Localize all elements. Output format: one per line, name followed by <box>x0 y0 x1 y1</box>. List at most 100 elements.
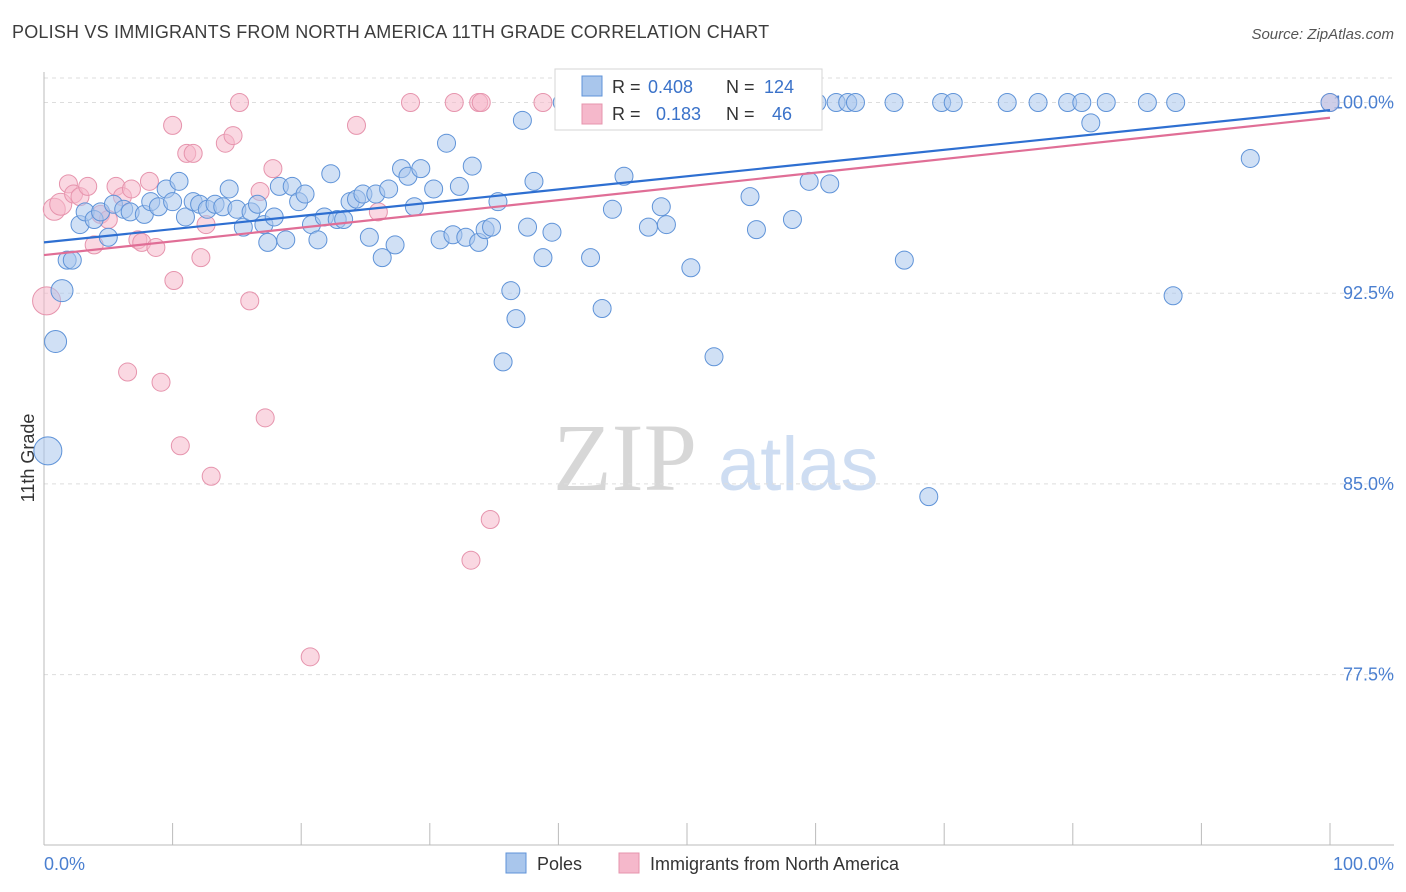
legend: Poles Immigrants from North America <box>505 852 900 874</box>
imm-point-21 <box>170 436 190 456</box>
x-tick-labels: 0.0% 100.0% <box>44 854 1394 874</box>
poles-point-39 <box>308 230 328 250</box>
poles-point-62 <box>462 156 482 176</box>
poles-point-99 <box>845 93 865 113</box>
poles-point-41 <box>321 164 341 184</box>
stats-poles-n-label: N = <box>726 77 755 97</box>
stats-poles-n-value: 124 <box>764 77 794 97</box>
poles-point-34 <box>276 230 296 250</box>
imm-point-32 <box>255 408 275 428</box>
poles-point-69 <box>506 309 526 329</box>
poles-point-17 <box>163 192 183 212</box>
poles-point-56 <box>424 179 444 199</box>
poles-point-29 <box>247 194 267 214</box>
stats-poles-r-value: 0.408 <box>648 77 693 97</box>
poles-point-1 <box>44 330 68 354</box>
imm-point-38 <box>444 93 464 113</box>
imm-point-39 <box>461 550 481 570</box>
poles-point-92 <box>782 209 802 229</box>
poles-point-25 <box>219 179 239 199</box>
imm-point-42 <box>480 510 500 530</box>
imm-point-17 <box>146 237 166 257</box>
poles-point-79 <box>592 298 612 318</box>
imm-point-24 <box>191 248 211 268</box>
y-tick-label-0: 100.0% <box>1333 93 1394 113</box>
poles-point-113 <box>1166 93 1186 113</box>
poles-point-101 <box>894 250 914 270</box>
legend-imm-label: Immigrants from North America <box>650 854 900 874</box>
poles-point-72 <box>524 171 544 191</box>
poles-point-82 <box>638 217 658 237</box>
imm-point-19 <box>163 115 183 135</box>
source-credit: Source: ZipAtlas.com <box>1251 26 1394 43</box>
legend-imm-swatch <box>618 852 640 874</box>
imm-point-43 <box>533 93 553 113</box>
stats-poles-swatch <box>581 75 603 97</box>
stats-imm-n-value: 46 <box>772 104 792 124</box>
legend-item-poles[interactable]: Poles <box>505 852 582 874</box>
imm-point-12 <box>118 362 138 382</box>
poles-point-58 <box>437 133 457 153</box>
poles-point-100 <box>884 93 904 113</box>
poles-point-4 <box>62 250 82 270</box>
imm-point-33 <box>263 159 283 179</box>
x-tick-label-1: 100.0% <box>1333 854 1394 874</box>
poles-point-47 <box>359 227 379 247</box>
series-immigrants-points <box>32 93 1340 667</box>
poles-point-18 <box>169 171 189 191</box>
poles-point-114 <box>1240 148 1260 168</box>
poles-point-54 <box>404 197 424 217</box>
poles-point-71 <box>518 217 538 237</box>
poles-point-112 <box>1163 286 1183 306</box>
imm-point-34 <box>300 647 320 667</box>
poles-point-86 <box>681 258 701 278</box>
imm-point-16 <box>139 171 159 191</box>
poles-point-0 <box>33 436 63 466</box>
poles-point-70 <box>512 110 532 130</box>
imm-point-23 <box>183 143 203 163</box>
watermark-zip: ZIP <box>553 404 697 511</box>
imm-point-35 <box>346 115 366 135</box>
y-tick-label-1: 92.5% <box>1343 283 1394 303</box>
poles-point-80 <box>602 199 622 219</box>
poles-point-51 <box>385 235 405 255</box>
imm-point-29 <box>229 93 249 113</box>
poles-point-106 <box>1028 93 1048 113</box>
poles-point-67 <box>493 352 513 372</box>
stats-poles-r-label: R = <box>612 77 641 97</box>
watermark-atlas: atlas <box>718 422 879 507</box>
poles-point-68 <box>501 281 521 301</box>
y-tick-labels: 100.0% 92.5% 85.0% 77.5% <box>1333 93 1394 685</box>
poles-point-110 <box>1096 93 1116 113</box>
gridlines <box>44 77 1394 676</box>
poles-point-96 <box>820 174 840 194</box>
imm-point-18 <box>151 372 171 392</box>
imm-point-28 <box>223 126 243 146</box>
x-tick-label-0: 0.0% <box>44 854 85 874</box>
poles-point-87 <box>704 347 724 367</box>
stats-box: R = 0.408 N = 124 R = 0.183 N = 46 <box>554 68 823 131</box>
poles-point-49 <box>372 248 392 268</box>
legend-item-immigrants[interactable]: Immigrants from North America <box>618 852 900 874</box>
poles-point-74 <box>542 222 562 242</box>
imm-point-30 <box>240 291 260 311</box>
stats-imm-n-label: N = <box>726 104 755 124</box>
poles-point-90 <box>746 220 766 240</box>
poles-point-108 <box>1072 93 1092 113</box>
stats-imm-r-value: 0.183 <box>656 104 701 124</box>
poles-trend-line <box>43 109 1331 244</box>
y-tick-label-2: 85.0% <box>1343 474 1394 494</box>
chart-title: POLISH VS IMMIGRANTS FROM NORTH AMERICA … <box>12 22 769 42</box>
imm-point-20 <box>164 271 184 291</box>
imm-point-26 <box>201 466 221 486</box>
poles-point-115 <box>1320 93 1340 113</box>
legend-poles-label: Poles <box>537 854 582 874</box>
poles-point-19 <box>175 207 195 227</box>
poles-point-84 <box>656 215 676 235</box>
poles-point-77 <box>581 248 601 268</box>
stats-imm-r-label: R = <box>612 104 641 124</box>
poles-point-83 <box>651 197 671 217</box>
imm-point-41 <box>471 93 491 113</box>
y-tick-label-3: 77.5% <box>1343 665 1394 685</box>
